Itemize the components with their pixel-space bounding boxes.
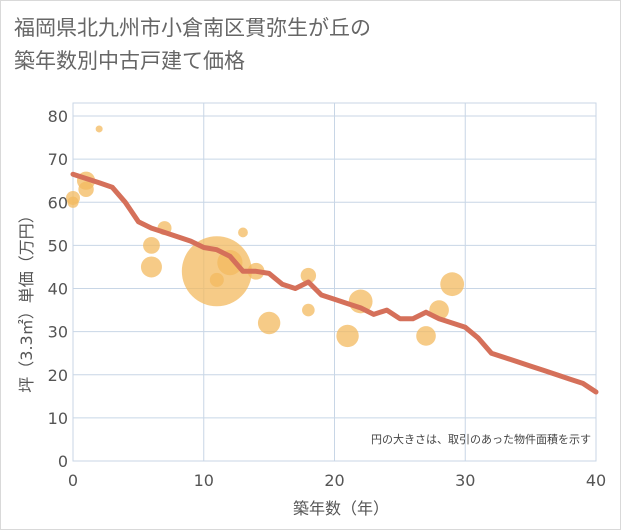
- bubbles: [66, 125, 465, 348]
- y-tick-label: 0: [58, 452, 68, 471]
- data-bubble: [140, 256, 162, 278]
- x-tick-label: 40: [586, 471, 606, 490]
- x-tick-label: 20: [324, 471, 344, 490]
- bubble-size-note: 円の大きさは、取引のあった物件面積を示す: [371, 432, 591, 446]
- data-bubble: [95, 125, 103, 133]
- y-tick-label: 60: [48, 193, 68, 212]
- data-bubble: [143, 236, 160, 254]
- tick-labels: 0 10 20 30 40 50 60 70 80 0 10 20 30 40: [48, 107, 607, 490]
- chart-title-line-2: 築年数別中古戸建て価格: [14, 49, 245, 73]
- data-bubble: [302, 303, 315, 317]
- trend-line: [70, 171, 599, 395]
- x-axis-label: 築年数（年）: [293, 499, 389, 518]
- data-bubble: [440, 272, 465, 297]
- data-bubble: [300, 267, 317, 284]
- y-tick-label: 10: [48, 409, 68, 428]
- data-bubble: [257, 311, 281, 335]
- y-tick-label: 20: [48, 366, 68, 385]
- x-tick-label: 10: [194, 471, 214, 490]
- x-tick-label: 30: [455, 471, 475, 490]
- y-tick-label: 50: [48, 236, 68, 255]
- chart-title-line-1: 福岡県北九州市小倉南区貫弥生が丘の: [14, 16, 371, 40]
- y-tick-label: 70: [48, 150, 68, 169]
- y-tick-label: 40: [48, 280, 68, 299]
- data-bubble: [238, 227, 248, 238]
- y-axis-label: 坪（3.3㎡）単価（万円）: [17, 207, 36, 392]
- data-bubble: [416, 326, 436, 346]
- x-tick-label: 0: [68, 471, 78, 490]
- trend-line-group: [70, 171, 599, 395]
- y-tick-label: 80: [48, 107, 68, 126]
- data-bubble: [217, 250, 243, 276]
- grid-lines: [72, 103, 597, 462]
- chart-title: 福岡県北九州市小倉南区貫弥生が丘の 築年数別中古戸建て価格: [14, 12, 604, 78]
- data-bubble: [78, 181, 94, 198]
- data-bubble: [209, 272, 224, 287]
- data-bubble: [67, 196, 79, 208]
- data-bubble: [336, 324, 359, 348]
- y-tick-label: 30: [48, 323, 68, 342]
